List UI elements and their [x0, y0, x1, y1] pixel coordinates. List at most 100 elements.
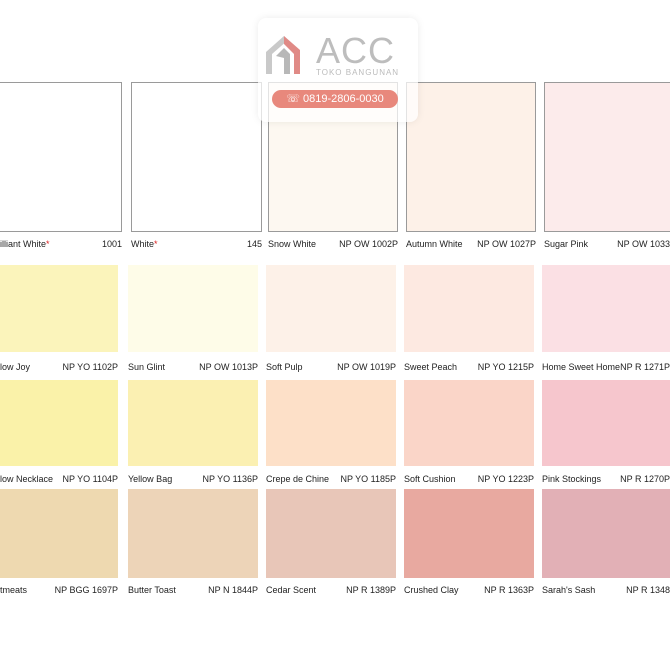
swatch-code: 1001 — [102, 239, 122, 249]
swatch-name: illiant White* — [0, 239, 50, 249]
name-text: Crepe de Chine — [266, 474, 330, 484]
code-text: NP OW 1019P — [337, 362, 396, 372]
swatch-name: Sugar Pink — [544, 239, 588, 249]
code-text: NP OW 1002P — [339, 239, 398, 249]
asterisk: * — [46, 239, 50, 249]
swatch-name: White* — [131, 239, 158, 249]
swatch-name: Soft Cushion — [404, 474, 456, 484]
swatch — [0, 82, 122, 232]
code-text: NP R 1271P — [620, 362, 670, 372]
swatch-code: NP BGG 1697P — [55, 585, 118, 595]
swatch — [128, 380, 258, 466]
swatch — [542, 380, 670, 466]
swatch-code: NP YO 1136P — [202, 474, 258, 484]
swatch-code: NP OW 1027P — [477, 239, 536, 249]
name-text: Sweet Peach — [404, 362, 458, 372]
swatch — [404, 380, 534, 466]
code-text: NP OW 1013P — [199, 362, 258, 372]
code-text: NP N 1844P — [208, 585, 258, 595]
swatch — [0, 265, 118, 352]
swatch-code: NP YO 1104P — [62, 474, 118, 484]
code-text: NP R 1389P — [346, 585, 396, 595]
name-text: Snow White — [268, 239, 317, 249]
swatch-name: Sweet Peach — [404, 362, 457, 372]
code-text: NP BGG 1697P — [54, 585, 118, 595]
name-text: Sarah's Sash — [542, 585, 596, 595]
name-text: Yellow Bag — [128, 474, 173, 484]
swatch — [128, 489, 258, 578]
swatch-code: NP R 1270P — [620, 474, 670, 484]
name-text: Cedar Scent — [266, 585, 317, 595]
swatch-name: Crushed Clay — [404, 585, 459, 595]
code-text: 1001 — [101, 239, 122, 249]
swatch-code: NP OW 1033 — [617, 239, 670, 249]
swatch-code: NP R 1389P — [346, 585, 396, 595]
swatch-name: Cedar Scent — [266, 585, 316, 595]
phone: 0819-2806-0030 — [303, 93, 384, 105]
swatch-code: 145 — [247, 239, 262, 249]
code-text: NP R 1348 — [626, 585, 670, 595]
swatch-name: Butter Toast — [128, 585, 176, 595]
name-text: illiant White — [0, 239, 47, 249]
name-text: Sugar Pink — [544, 239, 589, 249]
swatch — [266, 489, 396, 578]
swatch — [544, 82, 670, 232]
code-text: NP OW 1027P — [477, 239, 536, 249]
swatch — [404, 265, 534, 352]
swatch-name: Autumn White — [406, 239, 463, 249]
code-text: NP OW 1033 — [617, 239, 670, 249]
name-text: low Joy — [0, 362, 31, 372]
tagline: TOKO BANGUNAN — [316, 68, 400, 77]
swatch-name: low Necklace — [0, 474, 53, 484]
swatch-code: NP R 1363P — [484, 585, 534, 595]
name-text: Crushed Clay — [404, 585, 459, 595]
name-text: Butter Toast — [128, 585, 176, 595]
name-text: Soft Pulp — [266, 362, 303, 372]
name-text: Pink Stockings — [542, 474, 602, 484]
swatch — [406, 82, 536, 232]
swatch-code: NP R 1271P — [620, 362, 670, 372]
name-text: Sun Glint — [128, 362, 166, 372]
name-text: Soft Cushion — [404, 474, 456, 484]
swatch-code: NP YO 1102P — [62, 362, 118, 372]
swatch-name: Sun Glint — [128, 362, 165, 372]
swatch — [131, 82, 262, 232]
swatch — [0, 489, 118, 578]
name-text: low Necklace — [0, 474, 54, 484]
swatch — [542, 489, 670, 578]
swatch-name: Soft Pulp — [266, 362, 303, 372]
code-text: NP R 1363P — [484, 585, 534, 595]
swatch — [542, 265, 670, 352]
code-text: NP YO 1185P — [340, 474, 396, 484]
code-text: NP YO 1104P — [62, 474, 118, 484]
swatch-name: Sarah's Sash — [542, 585, 595, 595]
logo-icon — [266, 36, 300, 74]
swatch-name: Snow White — [268, 239, 316, 249]
swatch — [404, 489, 534, 578]
swatch-code: NP N 1844P — [208, 585, 258, 595]
name-text: Autumn White — [406, 239, 463, 249]
swatch — [0, 380, 118, 466]
swatch — [128, 265, 258, 352]
code-text: NP R 1270P — [620, 474, 670, 484]
code-text: 145 — [246, 239, 262, 249]
swatch-code: NP YO 1215P — [478, 362, 534, 372]
phone-pill: ☏ 0819-2806-0030 — [272, 90, 398, 108]
swatch-code: NP OW 1019P — [337, 362, 396, 372]
code-text: NP YO 1102P — [62, 362, 118, 372]
code-text: NP YO 1215P — [477, 362, 534, 372]
name-text: White — [131, 239, 155, 249]
swatch-code: NP YO 1185P — [340, 474, 396, 484]
swatch-name: Home Sweet Home — [542, 362, 620, 372]
swatch-name: Yellow Bag — [128, 474, 172, 484]
code-text: NP YO 1136P — [202, 474, 258, 484]
swatch — [266, 265, 396, 352]
swatch-code: NP OW 1013P — [199, 362, 258, 372]
name-text: tmeats — [0, 585, 28, 595]
swatch-name: tmeats — [0, 585, 27, 595]
asterisk: * — [154, 239, 158, 249]
swatch — [266, 380, 396, 466]
swatch-code: NP R 1348 — [626, 585, 670, 595]
swatch-name: low Joy — [0, 362, 30, 372]
